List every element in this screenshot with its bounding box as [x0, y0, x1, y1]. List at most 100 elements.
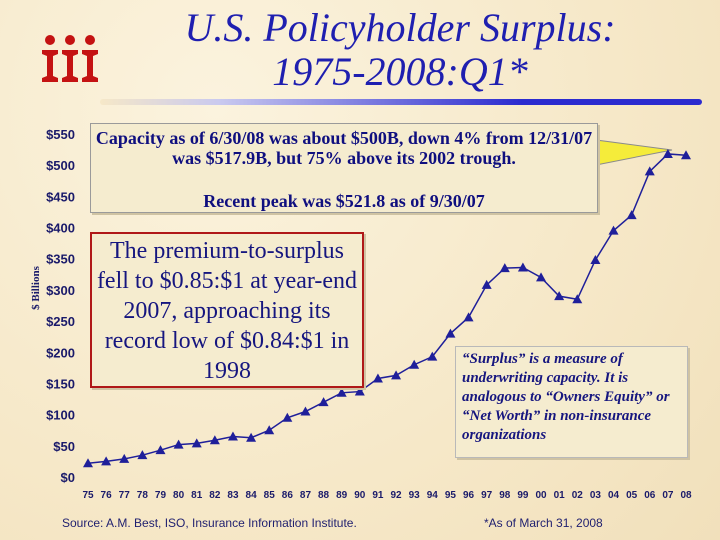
data-point-marker: [209, 435, 220, 445]
y-tick-label: $450: [46, 189, 75, 204]
premium-to-surplus-text: The premium-to-surplus fell to $0.85:$1 …: [96, 238, 358, 384]
iii-logo-icon: [42, 35, 98, 82]
data-point-marker: [300, 406, 311, 416]
data-point-marker: [264, 425, 275, 435]
x-tick-label: 94: [427, 490, 439, 501]
y-tick-label: $350: [46, 252, 75, 267]
x-tick-label: 78: [137, 490, 149, 501]
x-tick-label: 83: [227, 490, 239, 501]
data-point-marker: [119, 453, 130, 463]
x-tick-label: 02: [572, 490, 584, 501]
x-tick-label: 87: [300, 490, 312, 501]
data-point-marker: [155, 445, 166, 455]
y-tick-label: $550: [46, 127, 75, 142]
x-tick-label: 79: [155, 490, 167, 501]
data-point-marker: [445, 328, 456, 338]
title-underline-bar: [100, 99, 702, 105]
series-line: [87, 153, 687, 465]
series-markers: [83, 148, 691, 468]
x-tick-label: 92: [390, 490, 402, 501]
x-tick-label: 85: [264, 490, 276, 501]
x-tick-label: 05: [626, 490, 638, 501]
surplus-definition-callout: “Surplus” is a measure of underwriting c…: [455, 346, 688, 458]
x-tick-label: 08: [680, 490, 692, 501]
data-point-marker: [554, 291, 565, 301]
x-tick-label: 95: [445, 490, 457, 501]
data-point-marker: [246, 432, 257, 442]
x-tick-label: 04: [608, 490, 620, 501]
x-tick-label: 80: [173, 490, 185, 501]
x-tick-label: 03: [590, 490, 602, 501]
x-tick-label: 01: [554, 490, 566, 501]
x-tick-label: 99: [517, 490, 529, 501]
data-point-marker: [409, 359, 420, 369]
x-tick-label: 06: [644, 490, 656, 501]
x-tick-label: 98: [499, 490, 511, 501]
y-axis-label: $ Billions: [30, 265, 42, 309]
data-point-marker: [336, 387, 347, 397]
y-tick-label: $200: [46, 345, 75, 360]
data-point-marker: [572, 294, 583, 304]
data-point-marker: [681, 150, 691, 160]
surplus-definition-text: “Surplus” is a measure of underwriting c…: [462, 351, 670, 443]
data-point-marker: [481, 279, 492, 289]
x-tick-label: 84: [246, 490, 258, 501]
data-point-marker: [499, 263, 510, 273]
source-note: Source: A.M. Best, ISO, Insurance Inform…: [62, 516, 357, 530]
data-point-marker: [282, 412, 293, 422]
data-point-marker: [137, 450, 148, 460]
date-footnote: *As of March 31, 2008: [484, 516, 603, 530]
capacity-callout: Capacity as of 6/30/08 was about $500B, …: [90, 123, 598, 213]
data-point-marker: [517, 262, 528, 272]
recent-peak-text: Recent peak was $521.8 as of 9/30/07: [203, 191, 485, 211]
y-tick-label: $300: [46, 283, 75, 298]
x-tick-label: 86: [282, 490, 294, 501]
data-point-marker: [644, 166, 655, 176]
x-tick-label: 81: [191, 490, 203, 501]
y-tick-label: $50: [53, 439, 75, 454]
x-tick-label: 88: [318, 490, 330, 501]
x-tick-label: 77: [119, 490, 131, 501]
data-point-marker: [463, 312, 474, 322]
x-tick-label: 97: [481, 490, 493, 501]
data-point-marker: [101, 456, 112, 466]
data-point-marker: [227, 431, 238, 441]
x-tick-label: 90: [354, 490, 366, 501]
data-point-marker: [83, 458, 93, 468]
y-axis: $0 $50 $100 $150 $200 $250 $300 $350 $400 $450 $50…: [46, 127, 75, 485]
data-point-marker: [372, 373, 383, 383]
y-tick-label: $250: [46, 314, 75, 329]
data-point-marker: [427, 351, 438, 361]
premium-to-surplus-callout: The premium-to-surplus fell to $0.85:$1 …: [90, 232, 364, 388]
x-tick-label: 76: [101, 490, 113, 501]
title-line-1: U.S. Policyholder Surplus:: [184, 5, 616, 50]
data-point-marker: [173, 439, 184, 449]
y-tick-label: $400: [46, 221, 75, 236]
data-point-marker: [391, 370, 402, 380]
x-tick-label: 75: [82, 490, 94, 501]
title-line-2: 1975-2008:Q1*: [272, 49, 528, 94]
x-tick-label: 07: [662, 490, 674, 501]
x-axis: 75 76 77 78 79 80 81 82 83 84 85 86 87 88 89 90 91 92 93 94…: [82, 490, 692, 501]
y-tick-label: $0: [61, 470, 75, 485]
data-point-marker: [191, 438, 202, 448]
data-point-marker: [590, 254, 601, 264]
x-tick-label: 91: [372, 490, 384, 501]
page-title: U.S. Policyholder Surplus: 1975-2008:Q1*: [100, 6, 700, 94]
y-tick-label: $150: [46, 376, 75, 391]
x-tick-label: 96: [463, 490, 475, 501]
y-tick-label: $100: [46, 408, 75, 423]
data-point-marker: [318, 397, 329, 407]
x-tick-label: 82: [209, 490, 221, 501]
data-point-marker: [626, 210, 637, 220]
data-point-marker: [608, 225, 619, 235]
data-point-marker: [662, 148, 673, 158]
x-tick-label: 00: [535, 490, 547, 501]
x-tick-label: 93: [409, 490, 421, 501]
capacity-callout-text: Capacity as of 6/30/08 was about $500B, …: [95, 128, 593, 168]
x-tick-label: 89: [336, 490, 348, 501]
data-point-marker: [354, 386, 365, 396]
data-point-marker: [536, 272, 547, 282]
y-tick-label: $500: [46, 158, 75, 173]
